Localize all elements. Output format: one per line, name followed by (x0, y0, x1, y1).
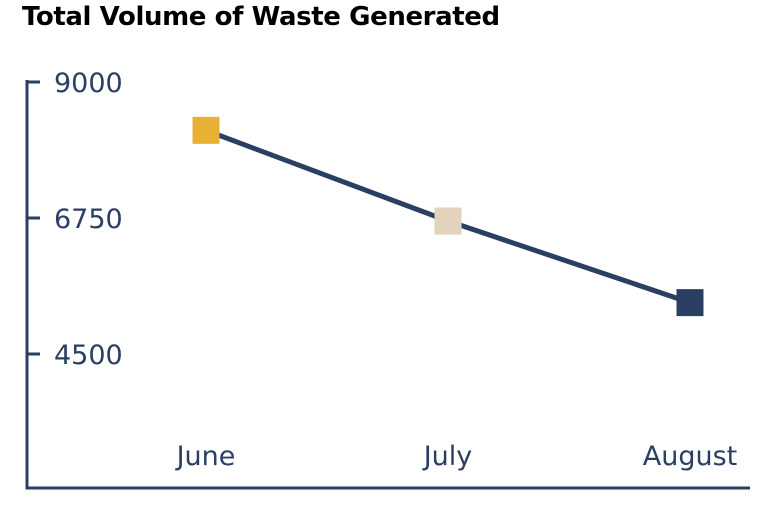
x-category-labels: June July August (175, 441, 738, 472)
chart-axes (25, 80, 750, 490)
x-category-label: June (175, 441, 236, 472)
data-point-marker (676, 289, 704, 317)
x-category-label: July (422, 441, 473, 472)
data-point-marker (434, 207, 462, 235)
data-point-marker (192, 116, 220, 144)
y-tick-label: 4500 (54, 340, 123, 371)
chart-title: Total Volume of Waste Generated (22, 2, 500, 32)
series-layer (192, 116, 704, 317)
x-category-label: August (643, 441, 738, 472)
y-tick-label: 9000 (54, 68, 123, 99)
y-ticks: 9000 6750 4500 (27, 68, 123, 371)
y-tick-label: 6750 (54, 204, 123, 235)
